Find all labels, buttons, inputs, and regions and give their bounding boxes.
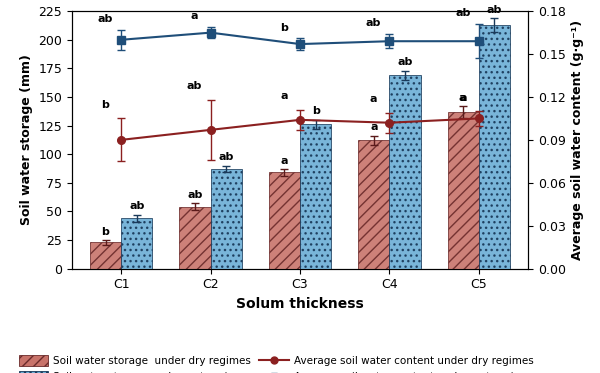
Text: ab: ab bbox=[97, 14, 113, 24]
Bar bbox=[179, 207, 211, 269]
Text: a: a bbox=[280, 91, 287, 101]
Text: ab: ab bbox=[187, 190, 203, 200]
Text: b: b bbox=[101, 100, 109, 110]
Text: b: b bbox=[280, 23, 288, 32]
Text: ab: ab bbox=[218, 152, 234, 162]
Text: ab: ab bbox=[365, 18, 381, 28]
Text: a: a bbox=[191, 11, 198, 21]
Bar bbox=[389, 75, 421, 269]
Text: a: a bbox=[460, 93, 467, 103]
Bar bbox=[358, 141, 389, 269]
Text: b: b bbox=[312, 106, 320, 116]
Text: a: a bbox=[370, 122, 377, 132]
Text: a: a bbox=[459, 93, 466, 103]
Y-axis label: Average soil water content (g·g⁻¹): Average soil water content (g·g⁻¹) bbox=[571, 20, 584, 260]
Bar bbox=[479, 25, 510, 269]
Text: ab: ab bbox=[187, 81, 202, 91]
Text: ab: ab bbox=[455, 8, 470, 18]
Bar bbox=[448, 112, 479, 269]
Bar bbox=[269, 172, 300, 269]
Bar bbox=[211, 169, 242, 269]
Bar bbox=[121, 218, 152, 269]
Text: ab: ab bbox=[129, 201, 145, 211]
Text: ab: ab bbox=[397, 57, 413, 67]
Text: b: b bbox=[101, 226, 109, 236]
Y-axis label: Soil water storage (mm): Soil water storage (mm) bbox=[20, 54, 33, 225]
Text: a: a bbox=[370, 94, 377, 104]
X-axis label: Solum thickness: Solum thickness bbox=[236, 297, 364, 311]
Bar bbox=[90, 242, 121, 269]
Text: a: a bbox=[281, 156, 288, 166]
Legend: Soil water storage  under dry regimes, Soil water storage under wet regimes, Ave: Soil water storage under dry regimes, So… bbox=[15, 351, 539, 373]
Bar bbox=[300, 125, 331, 269]
Text: ab: ab bbox=[487, 4, 502, 15]
